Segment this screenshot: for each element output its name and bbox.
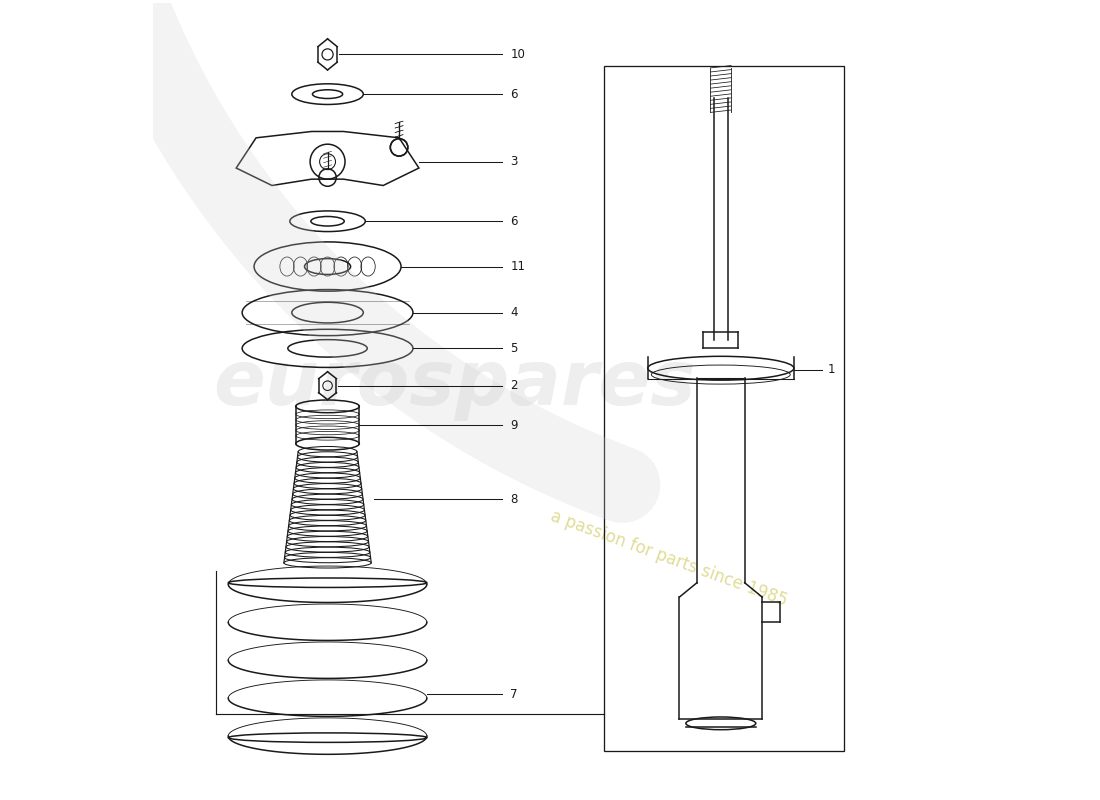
Text: 6: 6: [510, 214, 518, 228]
Text: 1: 1: [828, 363, 836, 376]
Text: 9: 9: [510, 418, 518, 431]
Text: 3: 3: [510, 155, 518, 168]
Text: 2: 2: [510, 379, 518, 392]
Text: 4: 4: [510, 306, 518, 319]
Text: 7: 7: [510, 688, 518, 701]
Text: 5: 5: [510, 342, 518, 355]
Text: 11: 11: [510, 260, 526, 273]
Text: 6: 6: [510, 88, 518, 101]
Text: a passion for parts since 1985: a passion for parts since 1985: [548, 507, 790, 610]
Text: 8: 8: [510, 493, 518, 506]
Text: 10: 10: [510, 48, 525, 61]
Text: eurospares: eurospares: [213, 347, 696, 421]
